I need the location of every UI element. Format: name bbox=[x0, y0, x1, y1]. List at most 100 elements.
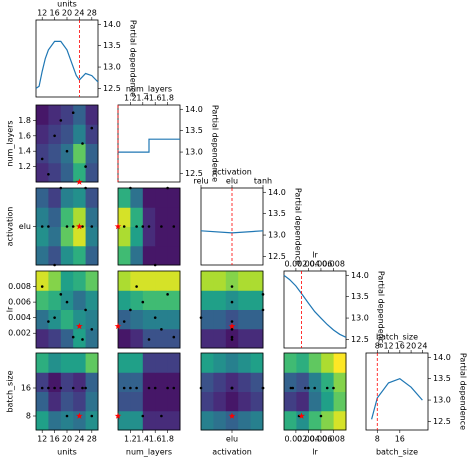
contour-cell bbox=[250, 410, 264, 431]
contour-cell bbox=[201, 309, 214, 330]
contour-cell bbox=[73, 410, 87, 431]
best-point bbox=[76, 178, 83, 185]
best-point bbox=[76, 322, 83, 330]
y-tick-label: 1.6 bbox=[18, 131, 31, 140]
sample-point bbox=[141, 414, 145, 418]
contour-cell bbox=[60, 143, 74, 164]
x-tick-label: 28 bbox=[87, 9, 97, 18]
y-axis-label: Partial dependence bbox=[377, 271, 386, 348]
contour-cell bbox=[213, 309, 227, 330]
contour-cell bbox=[155, 188, 169, 208]
sample-point bbox=[291, 386, 295, 390]
sample-point bbox=[122, 225, 126, 228]
x-tick-label: 0.006 bbox=[309, 435, 332, 444]
sample-point bbox=[230, 320, 234, 323]
contour-cell bbox=[48, 143, 62, 164]
x-tick-label: 0.006 bbox=[309, 260, 332, 269]
contour-cell bbox=[250, 328, 264, 349]
sample-point bbox=[47, 173, 50, 176]
contour-cell bbox=[225, 290, 239, 310]
y-axis-label: lr bbox=[6, 306, 15, 312]
contour-cell bbox=[201, 391, 214, 412]
contour-cell bbox=[130, 271, 144, 291]
sample-point bbox=[172, 386, 176, 390]
sample-point bbox=[172, 225, 176, 228]
sample-point bbox=[40, 386, 44, 390]
contour-cell bbox=[85, 391, 99, 412]
contour-cell bbox=[130, 353, 144, 373]
contour-cell bbox=[130, 328, 144, 349]
sample-point bbox=[166, 293, 169, 296]
contour-cell bbox=[48, 309, 62, 330]
x-tick-label: elu bbox=[226, 435, 238, 444]
x-tick-label: 12 bbox=[37, 9, 47, 18]
contour-cell bbox=[85, 353, 99, 373]
contour-cell bbox=[48, 372, 62, 392]
contour-cell bbox=[85, 410, 99, 431]
contour-cell bbox=[48, 391, 62, 412]
x-tick-label: relu bbox=[193, 177, 208, 186]
sample-point bbox=[303, 386, 307, 390]
contour-cell bbox=[167, 188, 181, 208]
y-axis-label: Partial dependence bbox=[211, 105, 220, 182]
contour-cell bbox=[321, 391, 335, 412]
contour-cell bbox=[73, 143, 87, 164]
contour-cell bbox=[130, 290, 144, 310]
x-tick-label: 0.008 bbox=[322, 260, 345, 269]
x-tick-label: 24 bbox=[74, 9, 84, 18]
sample-point bbox=[90, 414, 94, 418]
x-tick-label: 12 bbox=[383, 342, 393, 351]
contour-cell bbox=[213, 391, 227, 412]
contour-cell bbox=[85, 309, 99, 330]
contour-cell bbox=[142, 372, 156, 392]
y-tick-label: 13.5 bbox=[351, 292, 369, 301]
contour-cell bbox=[225, 309, 239, 330]
contour-cell bbox=[130, 207, 144, 227]
contour-cell bbox=[142, 245, 156, 266]
contour-cell bbox=[60, 309, 74, 330]
contour-cell bbox=[118, 410, 131, 431]
y-axis-label: Partial dependence bbox=[294, 188, 303, 265]
x-tick-label: 0.004 bbox=[297, 260, 320, 269]
x-tick-label: 0.002 bbox=[284, 435, 307, 444]
contour-cell bbox=[250, 309, 264, 330]
sample-point bbox=[40, 157, 44, 161]
contour-cell bbox=[213, 328, 227, 349]
partial-dependence-line bbox=[200, 230, 264, 234]
contour-cell bbox=[167, 309, 181, 330]
sample-point bbox=[81, 142, 84, 145]
contour-cell bbox=[60, 290, 74, 310]
sample-point bbox=[40, 225, 44, 228]
sample-point bbox=[53, 316, 56, 319]
contour-cell bbox=[36, 162, 49, 183]
sample-point bbox=[84, 186, 87, 190]
panel-frame bbox=[117, 352, 181, 431]
contour-cell bbox=[73, 271, 87, 291]
y-tick-label: 13.0 bbox=[185, 148, 203, 157]
contour-cell bbox=[60, 188, 74, 208]
sample-point bbox=[261, 293, 265, 296]
contour-cell bbox=[213, 410, 227, 431]
sample-point bbox=[81, 386, 84, 390]
x-tick-label: 1.8 bbox=[161, 94, 174, 103]
contour-cell bbox=[296, 391, 310, 412]
contour-cell bbox=[225, 410, 239, 431]
contour-cell bbox=[118, 245, 131, 266]
contour-cell bbox=[142, 353, 156, 373]
x-tick-label: 0.002 bbox=[284, 260, 307, 269]
contour-cell bbox=[201, 290, 214, 310]
contour-cell bbox=[296, 353, 310, 373]
contour-cell bbox=[48, 207, 62, 227]
contour-cell bbox=[308, 410, 322, 431]
x-axis-label: num_layers bbox=[126, 85, 172, 94]
x-tick-label: 28 bbox=[87, 435, 97, 444]
x-tick-label: tanh bbox=[254, 177, 272, 186]
contour-cell bbox=[48, 353, 62, 373]
y-tick-label: 14.0 bbox=[185, 105, 203, 114]
contour-cell bbox=[48, 271, 62, 291]
sample-point bbox=[230, 335, 234, 339]
sample-point bbox=[59, 293, 63, 296]
panel-frame bbox=[117, 104, 181, 183]
contour-cell bbox=[201, 328, 214, 349]
contour-cell bbox=[321, 372, 335, 392]
